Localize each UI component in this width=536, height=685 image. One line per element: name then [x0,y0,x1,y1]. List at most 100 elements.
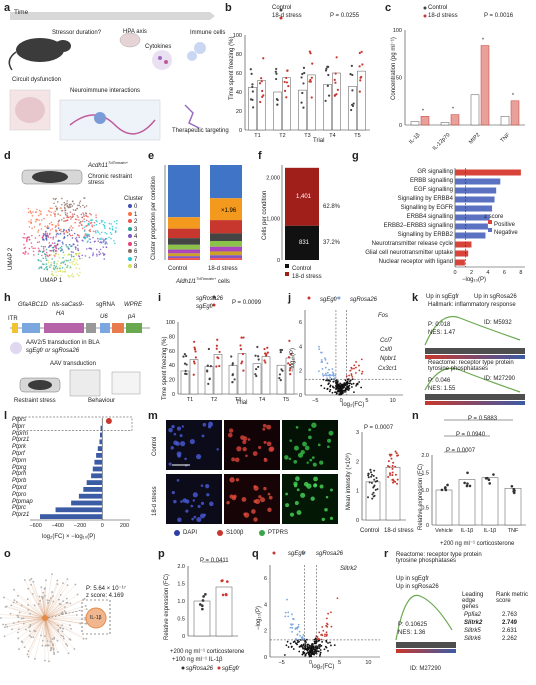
panel-letter-g: g [352,150,359,162]
panel-letter-r: r [384,548,389,560]
micrograph-cell [241,497,247,502]
umap-point [57,220,60,223]
umap-point [51,207,53,210]
umap-point [67,274,70,277]
umap-point [44,230,47,233]
i-point [239,347,243,351]
j-point [328,368,330,371]
umap-point [54,198,57,201]
f-ytick: 2,000 [266,175,280,181]
micrograph-cell [197,504,201,509]
umap-point [95,231,97,234]
b-ytick: 0 [239,128,242,134]
umap-point [71,216,73,219]
b-point [327,94,331,97]
i-point [290,352,293,355]
umap-point [86,236,88,239]
umap-point [69,267,71,269]
i-point [206,369,209,372]
umap-point [66,204,69,207]
b-bar [273,91,282,131]
micrograph-cell [245,454,248,457]
c-bar [410,121,420,126]
i-bar [252,363,262,395]
umap-point [42,238,44,240]
umap-point [64,213,67,216]
i-ytick: 0 [172,392,175,398]
micrograph-cell [258,445,262,450]
i-point [193,340,196,343]
umap-point [62,261,65,264]
umap-point [55,230,58,232]
umap-point [60,207,63,209]
i-point [289,373,292,376]
umap-point [28,247,31,250]
umap-point [99,241,101,244]
j-point [320,384,323,387]
umap-point [37,231,39,233]
umap-point [37,247,40,250]
umap-point [56,244,59,246]
i-point [184,369,187,373]
umap-point [51,228,54,230]
i-point [215,344,219,347]
micrograph-cell [267,492,271,496]
b-point [287,84,290,88]
umap-point [59,250,62,252]
umap-point [22,252,24,254]
umap-point [44,245,47,248]
umap-point [52,266,55,269]
umap-point [71,263,74,265]
m-point [390,457,393,460]
c-ytick: 100 [393,28,402,34]
l-bar [55,507,103,513]
umap-point [42,235,44,238]
d-umap1: UMAP 1 [40,278,63,284]
umap-point [93,224,95,227]
j-point [351,367,353,370]
m-point [372,474,375,477]
umap-point [105,241,107,243]
umap-point [56,201,59,203]
j-point [346,382,349,385]
umap-point [49,207,52,209]
o-node [17,594,19,597]
umap-point [68,205,70,208]
r-col1: Leading edge genes [462,592,484,610]
j-point [325,374,328,377]
j-point [324,374,326,376]
o-node [38,595,41,598]
i-bar [285,357,295,395]
umap-point [99,248,102,251]
umap-point [85,212,88,215]
e-segment [168,244,200,250]
i-point [239,344,242,347]
i-bar [204,366,214,395]
umap-point [92,236,94,239]
cytokines-label: Cytokines [145,44,172,50]
umap-point [52,197,55,200]
i-point [182,355,185,358]
umap-point [74,209,77,211]
m-point [374,480,377,483]
m-point [370,473,373,476]
b-point [259,100,262,104]
umap-point [92,230,95,233]
umap-point [61,241,64,243]
umap-point [98,222,101,225]
j-point [329,384,332,387]
umap-point [81,227,84,230]
umap-point [84,237,86,240]
i-point [207,347,210,351]
g-legend-neg: Negative [494,230,518,236]
r-nes: NES: 1.36 [398,630,426,636]
b-point [333,78,336,81]
j-point [320,351,323,354]
n-point [443,486,447,490]
i-point [231,380,234,384]
umap-point [30,242,33,244]
micrograph-cell [293,484,298,488]
umap-point [45,266,47,269]
umap-point [61,249,64,251]
i-point [287,362,290,365]
